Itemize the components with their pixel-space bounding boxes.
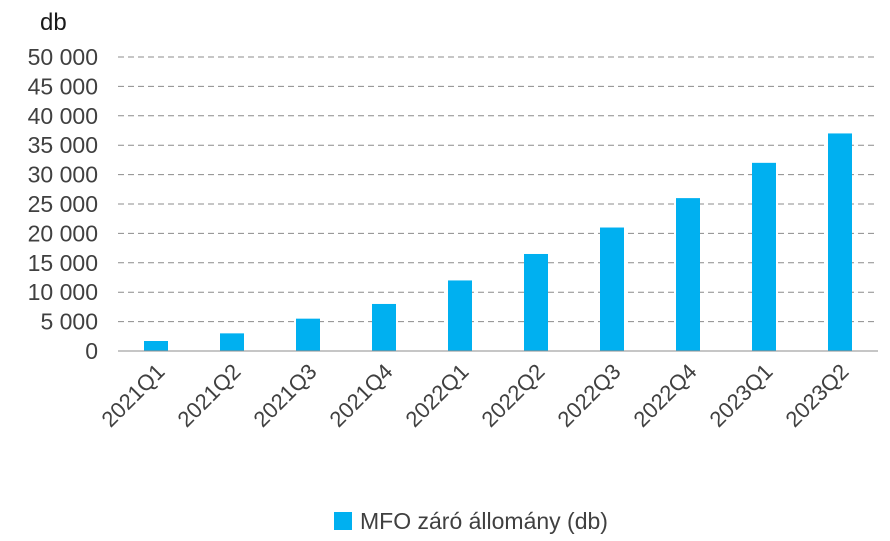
y-tick-label: 20 000 (28, 220, 98, 246)
y-tick-label: 15 000 (28, 250, 98, 276)
y-tick-label: 50 000 (28, 44, 98, 70)
x-tick-label: 2022Q1 (400, 359, 473, 432)
y-tick-label: 35 000 (28, 132, 98, 158)
y-tick-label: 5 000 (40, 309, 98, 335)
bar-2023Q2 (828, 133, 852, 351)
x-tick-label: 2023Q1 (704, 359, 777, 432)
bar-2021Q4 (372, 303, 396, 351)
y-tick-label: 0 (85, 338, 98, 364)
legend-label: MFO záró állomány (db) (360, 508, 608, 534)
y-axis-ticks: 0 5 000 10 000 15 000 20 000 25 000 30 000 35 0… (28, 44, 98, 364)
x-axis-ticks: 2021Q1 2021Q2 2021Q3 2021Q4 2022Q1 2022Q2 2022… (96, 359, 853, 432)
x-tick-label: 2022Q3 (552, 359, 625, 432)
bar-2021Q1 (144, 341, 168, 351)
x-tick-label: 2021Q1 (96, 359, 169, 432)
y-tick-label: 10 000 (28, 279, 98, 305)
bar-2022Q1 (448, 280, 472, 351)
bar-2021Q2 (220, 333, 244, 351)
bar-2023Q1 (752, 162, 776, 351)
gridlines (118, 56, 878, 323)
y-tick-label: 45 000 (28, 73, 98, 99)
bar-2022Q2 (524, 253, 548, 351)
legend: MFO záró állomány (db) (334, 508, 608, 534)
y-tick-label: 30 000 (28, 162, 98, 188)
x-tick-label: 2022Q4 (628, 359, 701, 432)
y-tick-label: 40 000 (28, 103, 98, 129)
x-tick-label: 2022Q2 (476, 359, 549, 432)
x-tick-label: 2021Q4 (324, 359, 397, 432)
bar-2022Q3 (600, 227, 624, 351)
x-tick-label: 2021Q2 (172, 359, 245, 432)
bars (144, 133, 852, 351)
y-tick-label: 25 000 (28, 191, 98, 217)
y-unit-label: db (40, 9, 67, 36)
x-tick-label: 2023Q2 (780, 359, 853, 432)
bar-2022Q4 (676, 198, 700, 351)
legend-swatch (334, 512, 352, 530)
bar-2021Q3 (296, 318, 320, 351)
x-tick-label: 2021Q3 (248, 359, 321, 432)
